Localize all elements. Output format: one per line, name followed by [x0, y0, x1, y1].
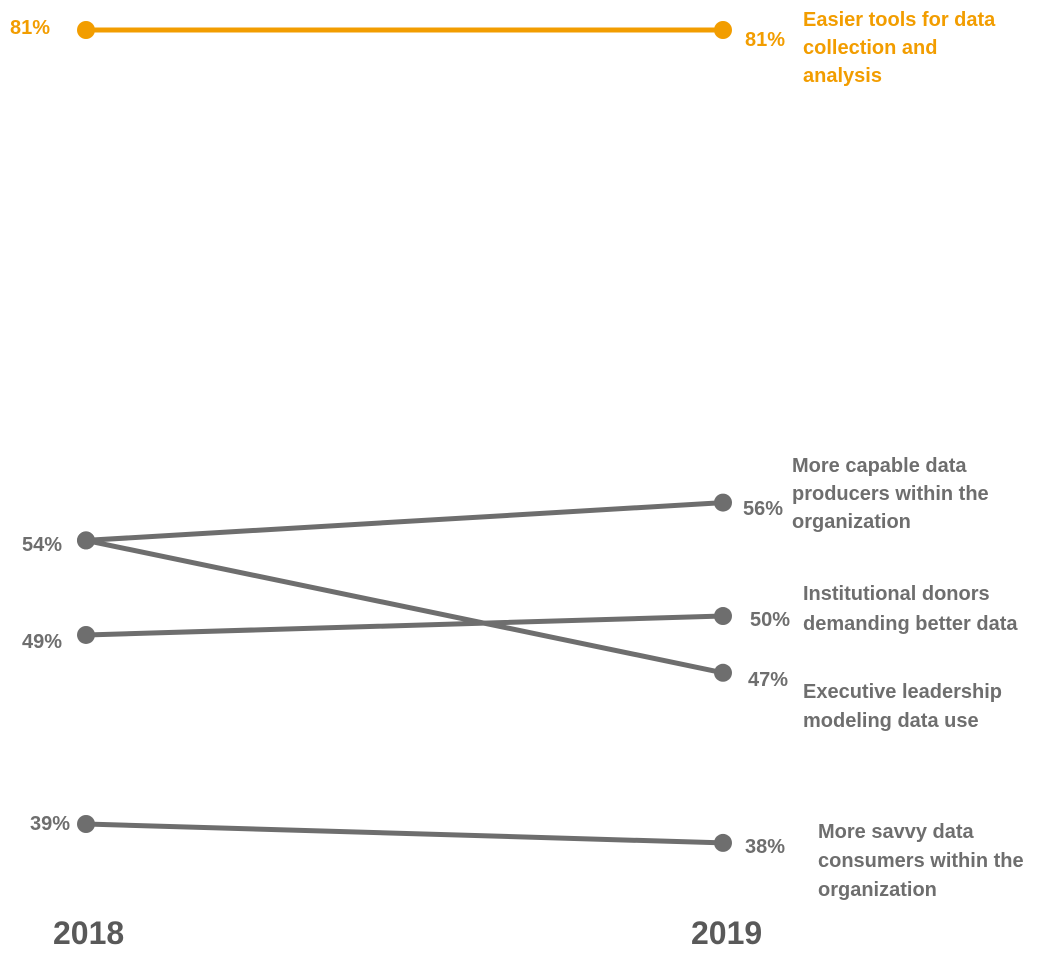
series-3-point-2019 — [714, 607, 732, 626]
series-dots — [77, 21, 732, 852]
series-2-point-2019 — [714, 493, 732, 512]
series-2-value-2018: 54% — [22, 534, 62, 556]
series-1-label-line: Easier tools for data — [803, 9, 996, 31]
series-2-label-line: More capable data — [792, 455, 967, 477]
series-3-point-2018 — [77, 625, 95, 644]
series-5-label-line: organization — [818, 879, 937, 901]
series-1-value-2019: 81% — [745, 29, 785, 51]
series-5-point-2018 — [77, 815, 95, 833]
series-5-point-2019 — [714, 833, 732, 852]
series-4-value-2019: 47% — [748, 669, 788, 691]
series-3-value-2019: 50% — [750, 609, 790, 631]
series-5-label-line: More savvy data — [818, 821, 975, 843]
series-lines — [83, 27, 726, 846]
series-labels: 81% 81% Easier tools for data collection an… — [10, 9, 1024, 901]
series-4-label: Executive leadership modeling data use — [803, 681, 1002, 732]
series-1-label: Easier tools for data collection and analy… — [803, 9, 996, 87]
x-tick-label-2019: 2019 — [691, 915, 762, 951]
series-1-label-line: collection and — [803, 37, 937, 59]
series-4-point-2019 — [714, 663, 732, 682]
series-1-label-line: analysis — [803, 65, 882, 87]
series-line-4 — [83, 537, 726, 676]
series-line-2 — [83, 500, 726, 543]
series-5-value-2018: 39% — [30, 813, 70, 835]
series-3-label: Institutional donors demanding better dat… — [803, 583, 1018, 635]
series-3-label-line: Institutional donors — [803, 583, 990, 605]
series-5-value-2019: 38% — [745, 836, 785, 858]
series-2-label-line: producers within the — [792, 483, 989, 505]
series-4-point-2018 — [77, 531, 95, 550]
x-tick-label-2018: 2018 — [53, 915, 124, 951]
series-3-label-line: demanding better data — [803, 613, 1018, 635]
series-line-5 — [83, 821, 726, 846]
series-2-value-2019: 56% — [743, 498, 783, 520]
series-5-label-line: consumers within the — [818, 850, 1024, 872]
series-5-label: More savvy data consumers within the organ… — [818, 821, 1024, 901]
series-2-label-line: organization — [792, 511, 911, 533]
series-4-label-line: Executive leadership — [803, 681, 1002, 703]
series-4-label-line: modeling data use — [803, 710, 979, 732]
series-3-value-2018: 49% — [22, 631, 62, 653]
series-line-3 — [83, 613, 726, 638]
series-1-point-2019 — [714, 21, 732, 39]
series-2-label: More capable data producers within the org… — [792, 455, 989, 533]
series-1-point-2018 — [77, 21, 95, 39]
series-1-value-2018: 81% — [10, 17, 50, 39]
